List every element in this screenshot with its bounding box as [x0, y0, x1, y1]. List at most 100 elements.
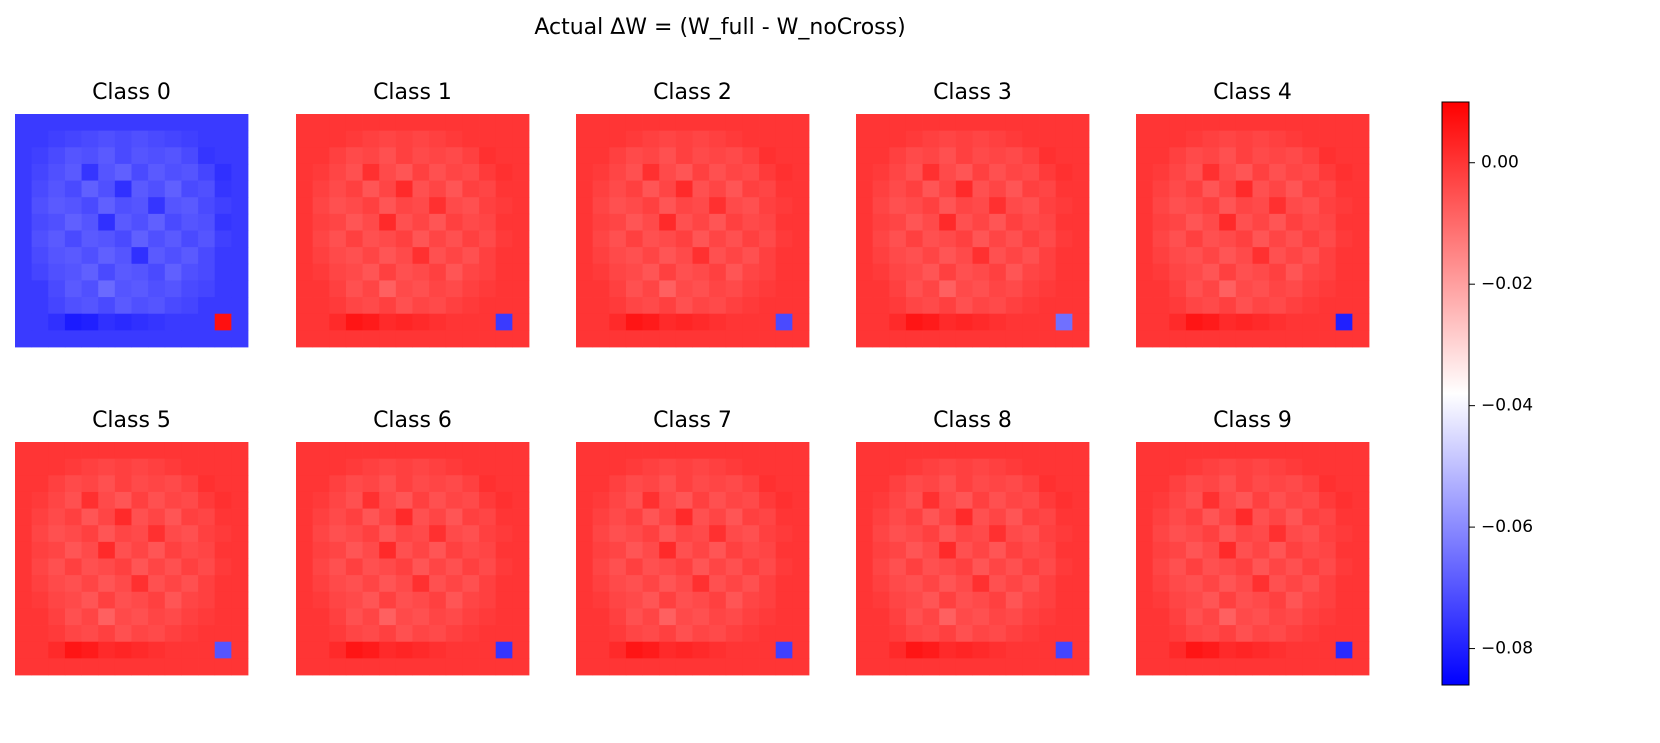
heatmap-cell — [1005, 508, 1023, 526]
heatmap-cell — [692, 491, 710, 509]
heatmap-cell — [412, 197, 430, 215]
heatmap-cell — [462, 525, 480, 543]
heatmap-cell — [81, 458, 99, 476]
heatmap-cell — [296, 263, 314, 281]
heatmap-cell — [592, 313, 610, 331]
heatmap-cell — [1302, 625, 1320, 643]
heatmap-cell — [64, 280, 82, 298]
heatmap-cell — [659, 163, 677, 181]
heatmap-cell — [81, 591, 99, 609]
heatmap-cell — [775, 625, 793, 643]
heatmap-cell — [955, 508, 973, 526]
heatmap-cell — [445, 280, 463, 298]
heatmap-cell — [495, 591, 513, 609]
heatmap-cell — [1302, 641, 1320, 659]
heatmap-cell — [872, 147, 890, 165]
heatmap-cell — [48, 608, 66, 626]
heatmap-cell — [905, 525, 923, 543]
heatmap-cell — [148, 114, 166, 132]
heatmap-cell — [1136, 163, 1154, 181]
heatmap-cell — [379, 575, 397, 593]
heatmap-cell — [989, 280, 1007, 298]
heatmap-cell — [1039, 575, 1057, 593]
heatmap-cell — [1152, 442, 1170, 460]
heatmap-cell — [114, 180, 132, 198]
heatmap-cell — [1039, 263, 1057, 281]
heatmap-cell — [1285, 263, 1303, 281]
heatmap-cell — [312, 147, 330, 165]
heatmap-cell — [148, 313, 166, 331]
heatmap-cell — [905, 263, 923, 281]
heatmap-cell — [625, 163, 643, 181]
heatmap-cell — [231, 114, 249, 132]
heatmap-cell — [1022, 541, 1040, 559]
heatmap-cell — [659, 330, 677, 348]
heatmap-cell — [1219, 608, 1237, 626]
heatmap-cell — [1185, 442, 1203, 460]
heatmap-cell — [214, 130, 232, 148]
heatmap-cell — [379, 558, 397, 576]
heatmap-cell — [362, 313, 380, 331]
heatmap-cell — [1185, 491, 1203, 509]
heatmap-cell — [792, 230, 810, 248]
heatmap-cell — [792, 525, 810, 543]
heatmap-cell — [1252, 297, 1270, 315]
heatmap-cell — [329, 508, 347, 526]
heatmap-cell — [1152, 114, 1170, 132]
heatmap-cell — [1219, 280, 1237, 298]
heatmap-cell — [1169, 658, 1187, 676]
heatmap-cell — [1185, 558, 1203, 576]
heatmap-cell — [939, 508, 957, 526]
heatmap-cell — [81, 163, 99, 181]
heatmap-cell — [131, 197, 149, 215]
heatmap-cell — [495, 213, 513, 231]
heatmap-cell — [345, 130, 363, 148]
heatmap-cell — [792, 541, 810, 559]
heatmap-cell — [1269, 313, 1287, 331]
heatmap-cell — [905, 658, 923, 676]
heatmap-cell — [429, 541, 447, 559]
heatmap-cell — [495, 330, 513, 348]
heatmap-cell — [889, 130, 907, 148]
heatmap-cell — [214, 263, 232, 281]
heatmap-cell — [989, 297, 1007, 315]
heatmap-cell — [1235, 180, 1253, 198]
heatmap-cell — [462, 163, 480, 181]
heatmap-cell — [445, 541, 463, 559]
heatmap-cell — [1235, 313, 1253, 331]
heatmap-cell — [1302, 180, 1320, 198]
heatmap-cell — [495, 625, 513, 643]
heatmap-cell — [98, 558, 116, 576]
heatmap-cell — [775, 591, 793, 609]
heatmap-cell — [609, 658, 627, 676]
heatmap-cell — [1235, 591, 1253, 609]
heatmap-cell — [675, 180, 693, 198]
heatmap-cell — [81, 313, 99, 331]
heatmap-cell — [329, 147, 347, 165]
heatmap-cell — [592, 625, 610, 643]
heatmap-cell — [576, 641, 594, 659]
heatmap-cell — [609, 558, 627, 576]
heatmap-cell — [296, 575, 314, 593]
heatmap-cell — [131, 247, 149, 265]
heatmap-cell — [642, 114, 660, 132]
heatmap-cell — [1022, 442, 1040, 460]
heatmap-cell — [759, 280, 777, 298]
heatmap-cell — [1269, 247, 1287, 265]
heatmap-cell — [81, 625, 99, 643]
heatmap-cell — [642, 230, 660, 248]
heatmap-cell — [1022, 658, 1040, 676]
heatmap-cell — [231, 491, 249, 509]
heatmap-cell — [642, 442, 660, 460]
heatmap-cell — [905, 591, 923, 609]
heatmap-cell — [576, 658, 594, 676]
heatmap-cell — [792, 625, 810, 643]
heatmap-cell — [889, 213, 907, 231]
heatmap-cell — [1285, 641, 1303, 659]
heatmap-cell — [592, 541, 610, 559]
heatmap-cell — [31, 641, 49, 659]
heatmap-cell — [412, 130, 430, 148]
heatmap-cell — [742, 297, 760, 315]
heatmap-cell — [742, 180, 760, 198]
heatmap-cell — [1185, 297, 1203, 315]
